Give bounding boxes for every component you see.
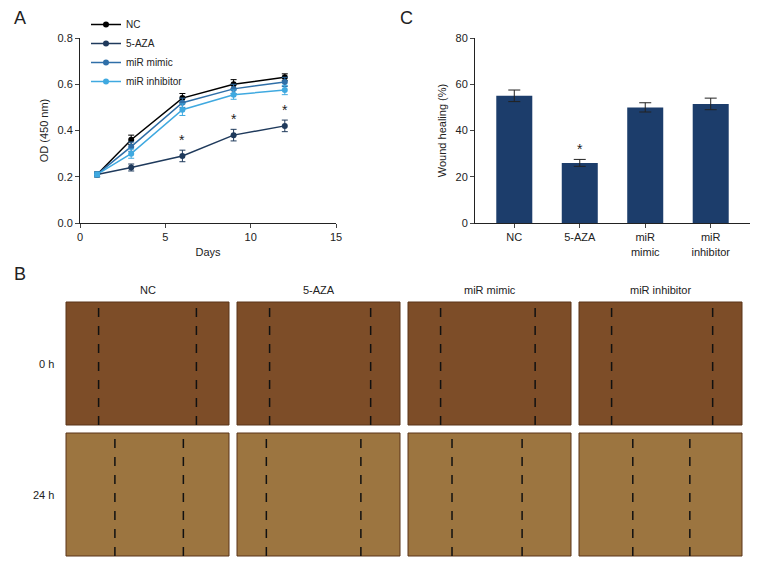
svg-text:0.6: 0.6 [58,78,73,90]
svg-text:60: 60 [456,78,468,90]
svg-text:Wound healing (%): Wound healing (%) [436,84,448,177]
svg-text:0.2: 0.2 [58,171,73,183]
svg-text:0 h: 0 h [39,358,54,370]
svg-text:5-AZA: 5-AZA [564,231,596,243]
svg-text:5: 5 [162,231,168,243]
svg-text:40: 40 [456,124,468,136]
svg-text:*: * [231,111,237,127]
svg-text:Days: Days [195,246,221,258]
svg-text:0: 0 [77,231,83,243]
svg-text:0.0: 0.0 [58,217,73,229]
svg-text:miR inhibitor: miR inhibitor [630,284,691,296]
svg-text:*: * [577,141,583,157]
svg-text:24 h: 24 h [33,489,54,501]
svg-text:B: B [14,264,26,284]
svg-text:0.8: 0.8 [58,32,73,44]
svg-text:miR inhibitor: miR inhibitor [126,76,182,87]
svg-text:*: * [179,132,185,148]
svg-text:10: 10 [245,231,257,243]
svg-text:C: C [400,8,413,28]
svg-text:OD (450 nm): OD (450 nm) [38,99,50,163]
svg-text:*: * [282,102,288,118]
svg-text:A: A [14,8,26,28]
svg-text:miR mimic: miR mimic [464,284,516,296]
svg-text:15: 15 [330,231,342,243]
svg-text:NC: NC [126,19,140,30]
svg-text:0.4: 0.4 [58,124,73,136]
svg-text:NC: NC [506,231,522,243]
svg-text:0: 0 [462,217,468,229]
svg-text:NC: NC [140,284,156,296]
svg-text:miRinhibitor: miRinhibitor [691,231,730,257]
svg-text:5-AZA: 5-AZA [126,38,155,49]
svg-text:5-AZA: 5-AZA [303,284,335,296]
svg-text:miR mimic: miR mimic [126,57,173,68]
svg-text:miRmimic: miRmimic [631,231,660,257]
svg-text:20: 20 [456,171,468,183]
svg-text:80: 80 [456,32,468,44]
